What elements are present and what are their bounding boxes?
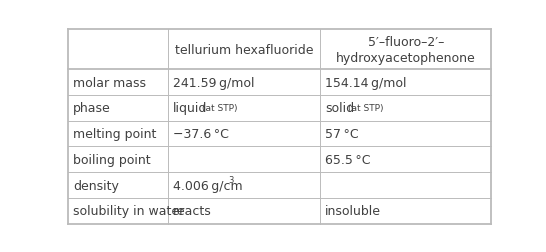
Text: liquid: liquid — [173, 102, 207, 115]
Text: −37.6 °C: −37.6 °C — [173, 128, 229, 141]
Text: (at STP): (at STP) — [201, 104, 237, 113]
Text: phase: phase — [73, 102, 111, 115]
Text: 65.5 °C: 65.5 °C — [325, 153, 371, 166]
Text: reacts: reacts — [173, 204, 211, 217]
Text: 4.006 g/cm: 4.006 g/cm — [173, 179, 242, 192]
Text: 5′–fluoro–2′–
hydroxyacetophenone: 5′–fluoro–2′– hydroxyacetophenone — [336, 36, 476, 65]
Text: boiling point: boiling point — [73, 153, 151, 166]
Text: molar mass: molar mass — [73, 76, 146, 89]
Text: tellurium hexafluoride: tellurium hexafluoride — [175, 44, 313, 57]
Text: solubility in water: solubility in water — [73, 204, 185, 217]
Text: 241.59 g/mol: 241.59 g/mol — [173, 76, 254, 89]
Text: (at STP): (at STP) — [348, 104, 384, 113]
Text: 3: 3 — [229, 175, 234, 184]
Text: melting point: melting point — [73, 128, 157, 141]
Text: 154.14 g/mol: 154.14 g/mol — [325, 76, 407, 89]
Text: insoluble: insoluble — [325, 204, 381, 217]
Text: density: density — [73, 179, 119, 192]
Text: solid: solid — [325, 102, 354, 115]
Text: 57 °C: 57 °C — [325, 128, 359, 141]
